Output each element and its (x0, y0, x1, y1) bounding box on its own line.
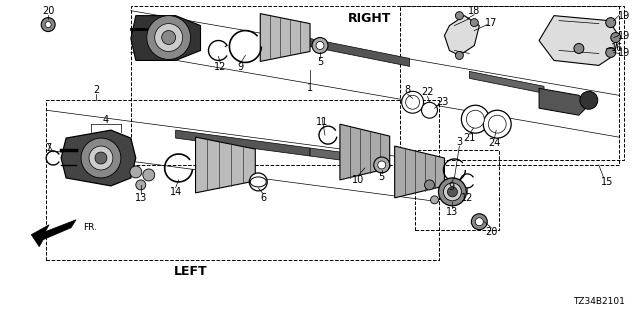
Circle shape (470, 19, 478, 27)
Circle shape (471, 214, 487, 230)
Circle shape (424, 180, 435, 190)
Circle shape (143, 169, 155, 181)
Circle shape (574, 44, 584, 53)
Text: 16: 16 (611, 44, 623, 53)
Text: 2: 2 (93, 85, 99, 95)
Circle shape (431, 196, 438, 204)
Circle shape (130, 166, 142, 178)
Text: LEFT: LEFT (173, 265, 207, 278)
Polygon shape (340, 124, 390, 180)
Text: 24: 24 (488, 138, 500, 148)
Circle shape (89, 146, 113, 170)
Text: 6: 6 (260, 193, 266, 203)
Polygon shape (395, 146, 444, 198)
Text: 13: 13 (134, 193, 147, 203)
Circle shape (456, 12, 463, 20)
Polygon shape (539, 88, 589, 115)
Circle shape (136, 180, 146, 190)
Text: FR.: FR. (83, 223, 97, 232)
Text: 4: 4 (103, 115, 109, 125)
Text: 15: 15 (600, 177, 613, 187)
Text: TZ34B2101: TZ34B2101 (573, 297, 625, 306)
Text: 23: 23 (436, 97, 449, 107)
Text: 20: 20 (485, 227, 497, 237)
Circle shape (378, 161, 386, 169)
Text: 10: 10 (352, 175, 364, 185)
Text: 20: 20 (42, 6, 54, 16)
Circle shape (162, 31, 175, 44)
Text: 19: 19 (618, 30, 630, 41)
Circle shape (447, 187, 458, 197)
Circle shape (316, 42, 324, 50)
Circle shape (406, 95, 420, 109)
Text: 9: 9 (449, 182, 454, 192)
Circle shape (605, 47, 616, 58)
Circle shape (45, 22, 51, 28)
Text: 14: 14 (170, 187, 182, 197)
Text: 8: 8 (404, 85, 411, 95)
Text: 5: 5 (379, 172, 385, 182)
Circle shape (374, 157, 390, 173)
Polygon shape (131, 16, 200, 60)
Text: 3: 3 (456, 137, 463, 147)
Circle shape (444, 183, 461, 201)
Text: 17: 17 (485, 18, 497, 28)
Circle shape (488, 115, 506, 133)
Circle shape (147, 16, 191, 60)
Circle shape (41, 18, 55, 32)
Polygon shape (539, 16, 619, 65)
Polygon shape (444, 16, 479, 55)
Circle shape (611, 33, 621, 43)
Circle shape (461, 105, 489, 133)
Text: 22: 22 (421, 87, 434, 97)
Circle shape (605, 18, 616, 28)
Circle shape (250, 173, 268, 191)
Circle shape (402, 91, 424, 113)
Circle shape (422, 102, 438, 118)
Circle shape (467, 110, 484, 128)
Polygon shape (61, 130, 136, 186)
Text: 18: 18 (468, 6, 481, 16)
Polygon shape (196, 137, 255, 193)
Circle shape (81, 138, 121, 178)
Circle shape (580, 91, 598, 109)
Circle shape (312, 37, 328, 53)
Text: 12: 12 (214, 62, 227, 72)
Text: 21: 21 (463, 133, 476, 143)
Text: 13: 13 (446, 207, 458, 217)
Polygon shape (260, 14, 310, 61)
Text: RIGHT: RIGHT (348, 12, 392, 25)
Text: 5: 5 (317, 57, 323, 68)
Polygon shape (310, 148, 385, 166)
Circle shape (438, 178, 467, 206)
Text: 12: 12 (461, 193, 474, 203)
Polygon shape (31, 220, 76, 247)
Text: 11: 11 (316, 117, 328, 127)
Circle shape (95, 152, 107, 164)
Text: 19: 19 (618, 11, 630, 20)
Circle shape (483, 110, 511, 138)
Text: 7: 7 (45, 143, 51, 153)
Polygon shape (285, 34, 410, 67)
Text: 1: 1 (307, 83, 313, 93)
Polygon shape (469, 71, 544, 93)
Circle shape (476, 218, 483, 226)
Text: 9: 9 (237, 62, 243, 72)
Polygon shape (175, 130, 310, 156)
Circle shape (456, 52, 463, 60)
Text: 19: 19 (618, 48, 630, 59)
Circle shape (155, 24, 182, 52)
